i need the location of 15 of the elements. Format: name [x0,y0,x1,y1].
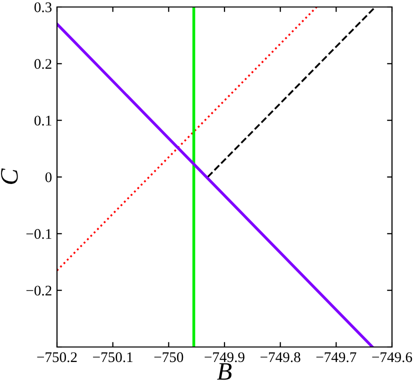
x-tick-label: −749.9 [204,352,244,362]
y-tick-label: −0.1 [26,229,52,239]
x-axis-title: B [217,363,232,380]
y-tick-label: 0.1 [34,116,52,126]
x-tick-label: −750.1 [93,352,132,362]
x-tick-label: −750.2 [37,352,77,362]
y-tick-label: 0.2 [34,59,52,69]
x-tick-label: −749.6 [372,352,412,362]
y-tick-label: 0.3 [34,2,52,12]
y-tick-label: 0 [45,172,52,182]
y-tick-label: −0.2 [26,286,52,296]
x-tick-label: −750 [154,352,184,362]
y-axis-title: C [1,168,18,184]
x-tick-label: −749.8 [260,352,300,362]
x-tick-label: −749.7 [316,352,356,362]
